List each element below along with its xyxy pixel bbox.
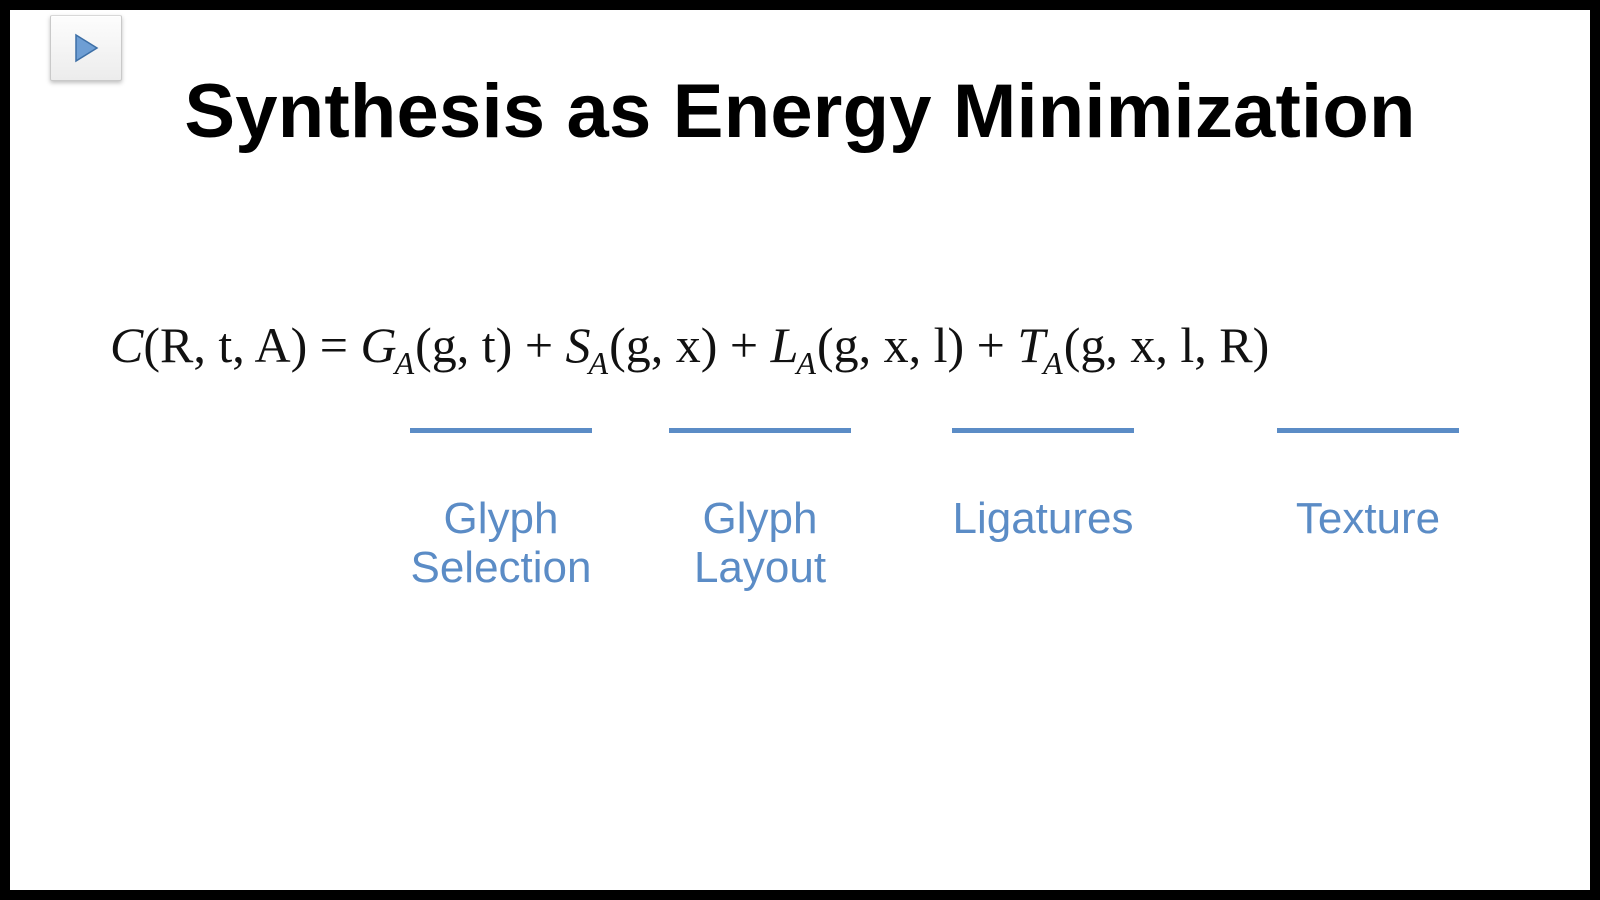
equation: C(R, t, A) = GA(g, t) + SA(g, x) + LA(g,…: [110, 316, 1269, 386]
slide-title: Synthesis as Energy Minimization: [10, 68, 1590, 155]
term-underline-2: [669, 428, 851, 433]
term-underline-1: [410, 428, 592, 433]
term-underline-3: [952, 428, 1134, 433]
term-annotation-2: Glyph Layout: [632, 494, 888, 593]
eq-plus1: +: [512, 317, 565, 373]
slide-frame: Synthesis as Energy Minimization C(R, t,…: [0, 0, 1600, 900]
eq-lhs-args: (R, t, A): [143, 317, 307, 373]
slide: Synthesis as Energy Minimization C(R, t,…: [10, 10, 1590, 890]
eq-plus2: +: [717, 317, 770, 373]
eq-term3-fn: L: [771, 317, 799, 373]
eq-term2-fn: S: [566, 317, 591, 373]
eq-term2-sub: A: [589, 345, 609, 381]
eq-equals: =: [307, 317, 360, 373]
eq-plus3: +: [964, 317, 1017, 373]
eq-term3-args: (g, x, l): [817, 317, 964, 373]
term-annotation-4: Texture: [1240, 494, 1496, 543]
eq-term4-fn: T: [1017, 317, 1045, 373]
term-annotation-1: Glyph Selection: [373, 494, 629, 593]
term-underline-4: [1277, 428, 1459, 433]
eq-term2-args: (g, x): [609, 317, 717, 373]
eq-term1-args: (g, t): [415, 317, 512, 373]
eq-lhs-C: C: [110, 317, 143, 373]
eq-term1-fn: G: [360, 317, 396, 373]
term-annotation-3: Ligatures: [915, 494, 1171, 543]
eq-term4-args: (g, x, l, R): [1064, 317, 1270, 373]
eq-term4-sub: A: [1043, 345, 1063, 381]
eq-term3-sub: A: [796, 345, 816, 381]
eq-term1-sub: A: [395, 345, 415, 381]
play-icon: [73, 33, 99, 63]
